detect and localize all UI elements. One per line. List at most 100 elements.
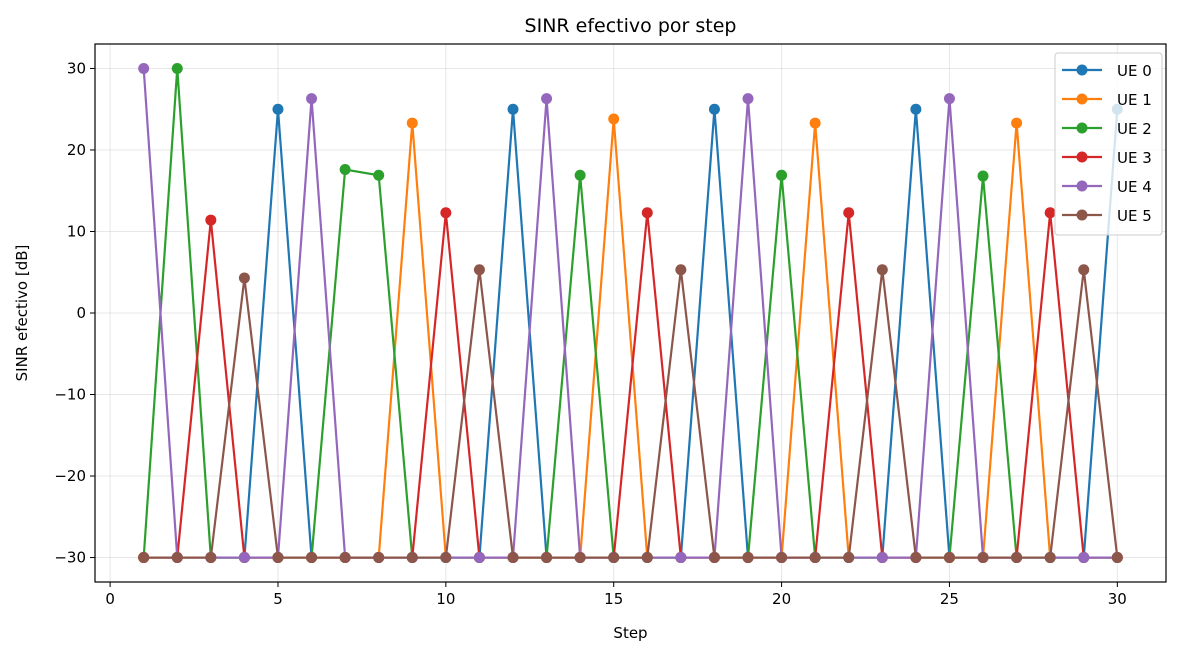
legend-label: UE 1 xyxy=(1117,91,1152,109)
y-tick-label: −30 xyxy=(54,549,86,567)
x-tick-label: 20 xyxy=(772,590,791,608)
x-axis-title: Step xyxy=(613,624,647,642)
x-tick-label: 0 xyxy=(105,590,115,608)
legend-marker xyxy=(1076,151,1088,163)
legend-marker xyxy=(1076,93,1088,105)
data-point xyxy=(776,169,788,181)
data-point xyxy=(943,552,955,564)
data-point xyxy=(507,552,519,564)
data-point xyxy=(406,552,418,564)
data-point xyxy=(608,552,620,564)
legend-item: UE 0 xyxy=(1062,62,1152,80)
data-point xyxy=(1044,552,1056,564)
data-point xyxy=(473,552,485,564)
legend: UE 0 UE 1 UE 2 UE 3 UE 4 UE 5 xyxy=(1054,52,1163,236)
data-point xyxy=(708,103,720,115)
data-point xyxy=(306,93,318,105)
series-layer xyxy=(138,62,1123,564)
x-tick-label: 5 xyxy=(273,590,283,608)
legend-marker xyxy=(1076,64,1088,76)
data-point xyxy=(272,103,284,115)
data-point xyxy=(977,170,989,182)
data-point xyxy=(910,103,922,115)
data-point xyxy=(876,264,888,276)
data-point xyxy=(1011,552,1023,564)
legend-label: UE 3 xyxy=(1117,149,1152,167)
legend-marker xyxy=(1076,122,1088,134)
data-point xyxy=(1044,207,1056,219)
data-point xyxy=(373,169,385,181)
y-axis-title: SINR efectivo [dB] xyxy=(13,245,31,382)
data-point xyxy=(440,552,452,564)
data-point xyxy=(977,552,989,564)
data-point xyxy=(608,113,620,125)
data-point xyxy=(574,169,586,181)
data-point xyxy=(205,552,217,564)
data-point xyxy=(1078,552,1090,564)
x-tick-label: 30 xyxy=(1108,590,1127,608)
data-point xyxy=(272,552,284,564)
legend-label: UE 4 xyxy=(1117,178,1152,196)
data-point xyxy=(171,62,183,74)
data-point xyxy=(742,93,754,105)
data-point xyxy=(943,93,955,105)
data-point xyxy=(473,264,485,276)
y-tick-label: 0 xyxy=(76,304,86,322)
legend-item: UE 2 xyxy=(1062,120,1152,138)
data-point xyxy=(339,164,351,176)
x-tick-label: 10 xyxy=(436,590,455,608)
chart-title: SINR efectivo por step xyxy=(525,15,737,37)
data-point xyxy=(138,62,150,74)
data-point xyxy=(641,207,653,219)
data-point xyxy=(541,93,553,105)
data-point xyxy=(1011,117,1023,129)
legend-marker xyxy=(1076,209,1088,221)
data-point xyxy=(238,552,250,564)
data-point xyxy=(742,552,754,564)
data-point xyxy=(1078,264,1090,276)
data-point xyxy=(306,552,318,564)
y-tick-label: −20 xyxy=(54,467,86,485)
data-point xyxy=(641,552,653,564)
legend-label: UE 2 xyxy=(1117,120,1152,138)
data-point xyxy=(876,552,888,564)
y-tick-label: −10 xyxy=(54,386,86,404)
data-point xyxy=(574,552,586,564)
data-point xyxy=(843,207,855,219)
data-point xyxy=(843,552,855,564)
legend-item: UE 1 xyxy=(1062,91,1152,109)
data-point xyxy=(1111,552,1123,564)
data-point xyxy=(238,272,250,284)
data-point xyxy=(675,552,687,564)
y-tick-label: 20 xyxy=(67,141,86,159)
data-point xyxy=(776,552,788,564)
data-point xyxy=(809,552,821,564)
x-tick-label: 25 xyxy=(940,590,959,608)
data-point xyxy=(339,552,351,564)
data-point xyxy=(373,552,385,564)
legend-item: UE 3 xyxy=(1062,149,1152,167)
data-point xyxy=(507,103,519,115)
data-point xyxy=(440,207,452,219)
legend-label: UE 0 xyxy=(1117,62,1152,80)
series-ue-5 xyxy=(138,264,1123,564)
y-tick-label: 30 xyxy=(67,59,86,77)
data-point xyxy=(138,552,150,564)
ticks: 0 5 10 15 20 25 30 −30 −20 −10 0 10 20 30 xyxy=(54,59,1127,608)
legend-item: UE 4 xyxy=(1062,178,1152,196)
data-point xyxy=(708,552,720,564)
y-tick-label: 10 xyxy=(67,222,86,240)
data-point xyxy=(406,117,418,129)
data-point xyxy=(205,214,217,226)
data-point xyxy=(675,264,687,276)
data-point xyxy=(541,552,553,564)
data-point xyxy=(910,552,922,564)
data-point xyxy=(171,552,183,564)
x-tick-label: 15 xyxy=(604,590,623,608)
legend-marker xyxy=(1076,180,1088,192)
legend-item: UE 5 xyxy=(1062,207,1152,225)
series-line xyxy=(143,268,1119,559)
data-point xyxy=(809,117,821,129)
legend-label: UE 5 xyxy=(1117,207,1152,225)
